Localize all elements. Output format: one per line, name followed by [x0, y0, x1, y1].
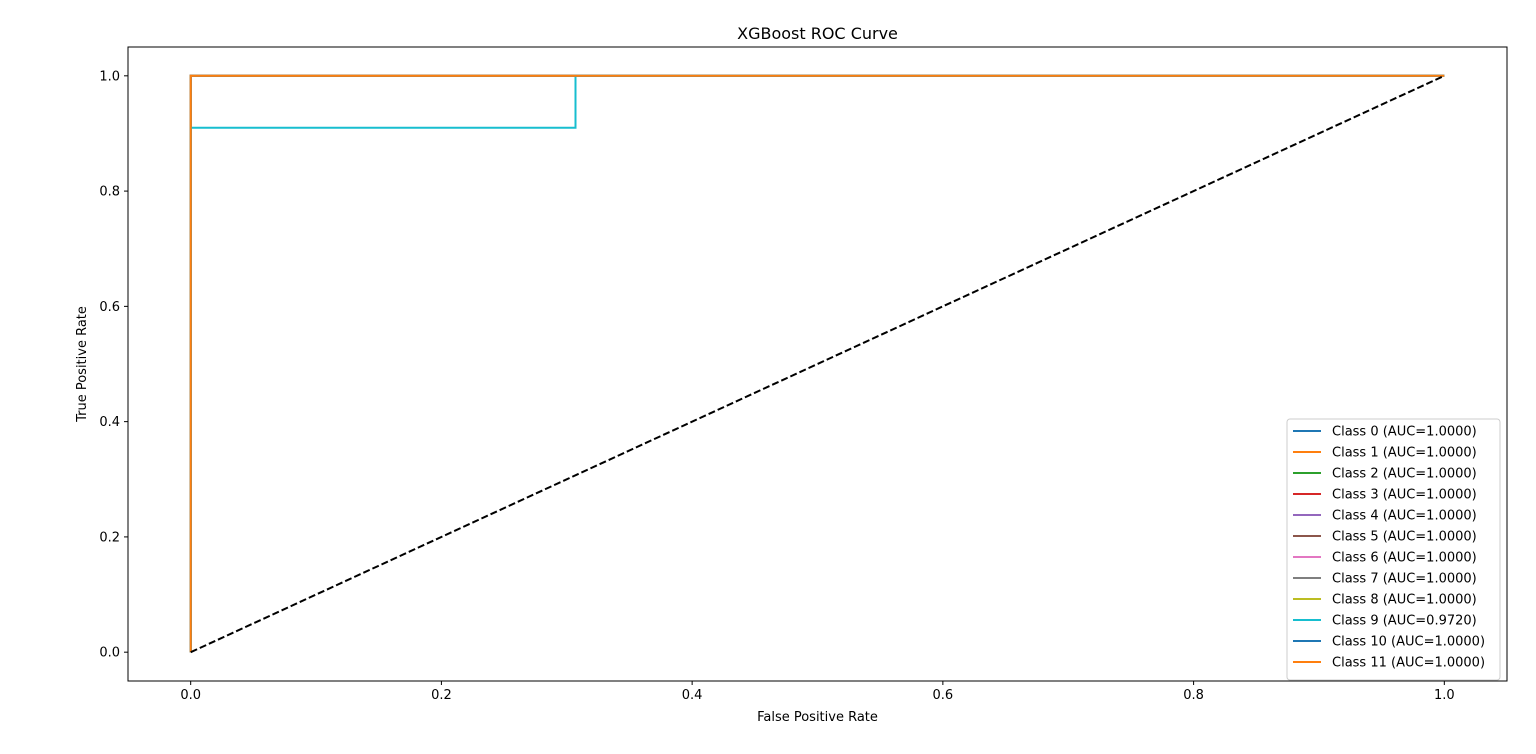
plot-lines: [189, 74, 1445, 654]
x-tick-label: 0.2: [431, 688, 452, 703]
x-tick-label: 1.0: [1434, 688, 1455, 703]
legend-label: Class 10 (AUC=1.0000): [1332, 635, 1485, 650]
legend-label: Class 5 (AUC=1.0000): [1332, 530, 1477, 545]
chart-title: XGBoost ROC Curve: [737, 24, 898, 43]
x-tick-label: 0.0: [180, 688, 201, 703]
legend-item: Class 5 (AUC=1.0000): [1293, 530, 1477, 545]
legend-label: Class 7 (AUC=1.0000): [1332, 572, 1477, 587]
legend-label: Class 4 (AUC=1.0000): [1332, 509, 1477, 524]
y-tick-label: 0.4: [99, 415, 120, 430]
legend-label: Class 2 (AUC=1.0000): [1332, 467, 1477, 482]
x-tick-label: 0.4: [682, 688, 703, 703]
y-tick-label: 0.2: [99, 530, 120, 545]
legend-item: Class 8 (AUC=1.0000): [1293, 593, 1477, 608]
legend-label: Class 0 (AUC=1.0000): [1332, 425, 1477, 440]
legend-item: Class 3 (AUC=1.0000): [1293, 488, 1477, 503]
legend-item: Class 1 (AUC=1.0000): [1293, 446, 1477, 461]
x-tick-label: 0.6: [933, 688, 954, 703]
legend-label: Class 6 (AUC=1.0000): [1332, 551, 1477, 566]
axes-frame: [127, 46, 1508, 682]
y-tick-label: 0.6: [99, 300, 120, 315]
legend-label: Class 9 (AUC=0.9720): [1332, 614, 1477, 629]
legend-item: Class 6 (AUC=1.0000): [1293, 551, 1477, 566]
y-axis-label: True Positive Rate: [75, 306, 90, 423]
legend-item: Class 4 (AUC=1.0000): [1293, 509, 1477, 524]
legend-item: Class 0 (AUC=1.0000): [1293, 425, 1477, 440]
legend-item: Class 10 (AUC=1.0000): [1293, 635, 1485, 650]
y-tick-label: 1.0: [99, 69, 120, 84]
legend-label: Class 8 (AUC=1.0000): [1332, 593, 1477, 608]
legend: Class 0 (AUC=1.0000) Class 1 (AUC=1.0000)…: [1286, 418, 1501, 681]
x-axis-label: False Positive Rate: [757, 710, 878, 725]
legend-item: Class 9 (AUC=0.9720): [1293, 614, 1477, 629]
axis-ticks: 0.0 0.2 0.4 0.6 0.8 1.0 0.0 0.2 0.4 0.6 0.8 1.0: [99, 69, 1454, 703]
legend-label: Class 11 (AUC=1.0000): [1332, 656, 1485, 671]
legend-item: Class 2 (AUC=1.0000): [1293, 467, 1477, 482]
legend-item: Class 7 (AUC=1.0000): [1293, 572, 1477, 587]
legend-label: Class 1 (AUC=1.0000): [1332, 446, 1477, 461]
legend-label: Class 3 (AUC=1.0000): [1332, 488, 1477, 503]
x-tick-label: 0.8: [1183, 688, 1204, 703]
y-tick-label: 0.8: [99, 185, 120, 200]
roc-line-class-11: [189, 74, 1445, 653]
legend-item: Class 11 (AUC=1.0000): [1293, 656, 1485, 671]
y-tick-label: 0.0: [99, 646, 120, 661]
legend-box: [1286, 418, 1501, 681]
